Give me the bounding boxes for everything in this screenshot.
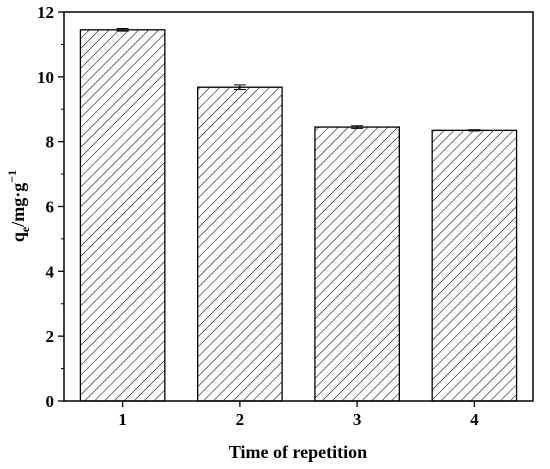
y-tick-label: 6 [46,198,55,217]
y-axis-title-sup: −1 [5,170,19,183]
error-bar-2 [233,84,246,90]
x-tick-label: 3 [353,410,362,429]
y-axis-ticks: 0 2 4 6 8 10 12 [37,3,64,411]
bar-3 [314,126,400,402]
error-bars-layer [116,28,481,132]
error-bar-1 [116,28,129,32]
y-tick-label: 10 [37,68,54,87]
x-axis-ticks: 1 2 3 4 [118,401,479,429]
x-tick-label: 2 [236,410,245,429]
bars-layer [79,29,518,402]
bar-4 [431,129,518,402]
error-bar-3 [351,125,364,129]
y-axis-title-sub: e [18,226,32,232]
y-tick-label: 2 [46,327,55,346]
y-tick-label: 4 [46,262,55,281]
y-tick-label: 12 [37,3,54,22]
error-bar-4 [468,129,481,132]
x-axis-title: Time of repetition [229,442,367,462]
y-tick-label: 0 [46,392,55,411]
x-tick-label: 1 [118,410,127,429]
y-tick-label: 8 [46,133,55,152]
y-axis-title-unit: /mg·g [8,183,28,228]
y-axis-title-q: q [8,232,28,242]
x-tick-label: 4 [470,410,479,429]
bar-2 [197,86,283,402]
y-axis-title: qe/mg·g−1 [5,170,32,242]
bar-1 [79,29,166,402]
y-axis-title-group: qe/mg·g−1 [5,170,32,242]
